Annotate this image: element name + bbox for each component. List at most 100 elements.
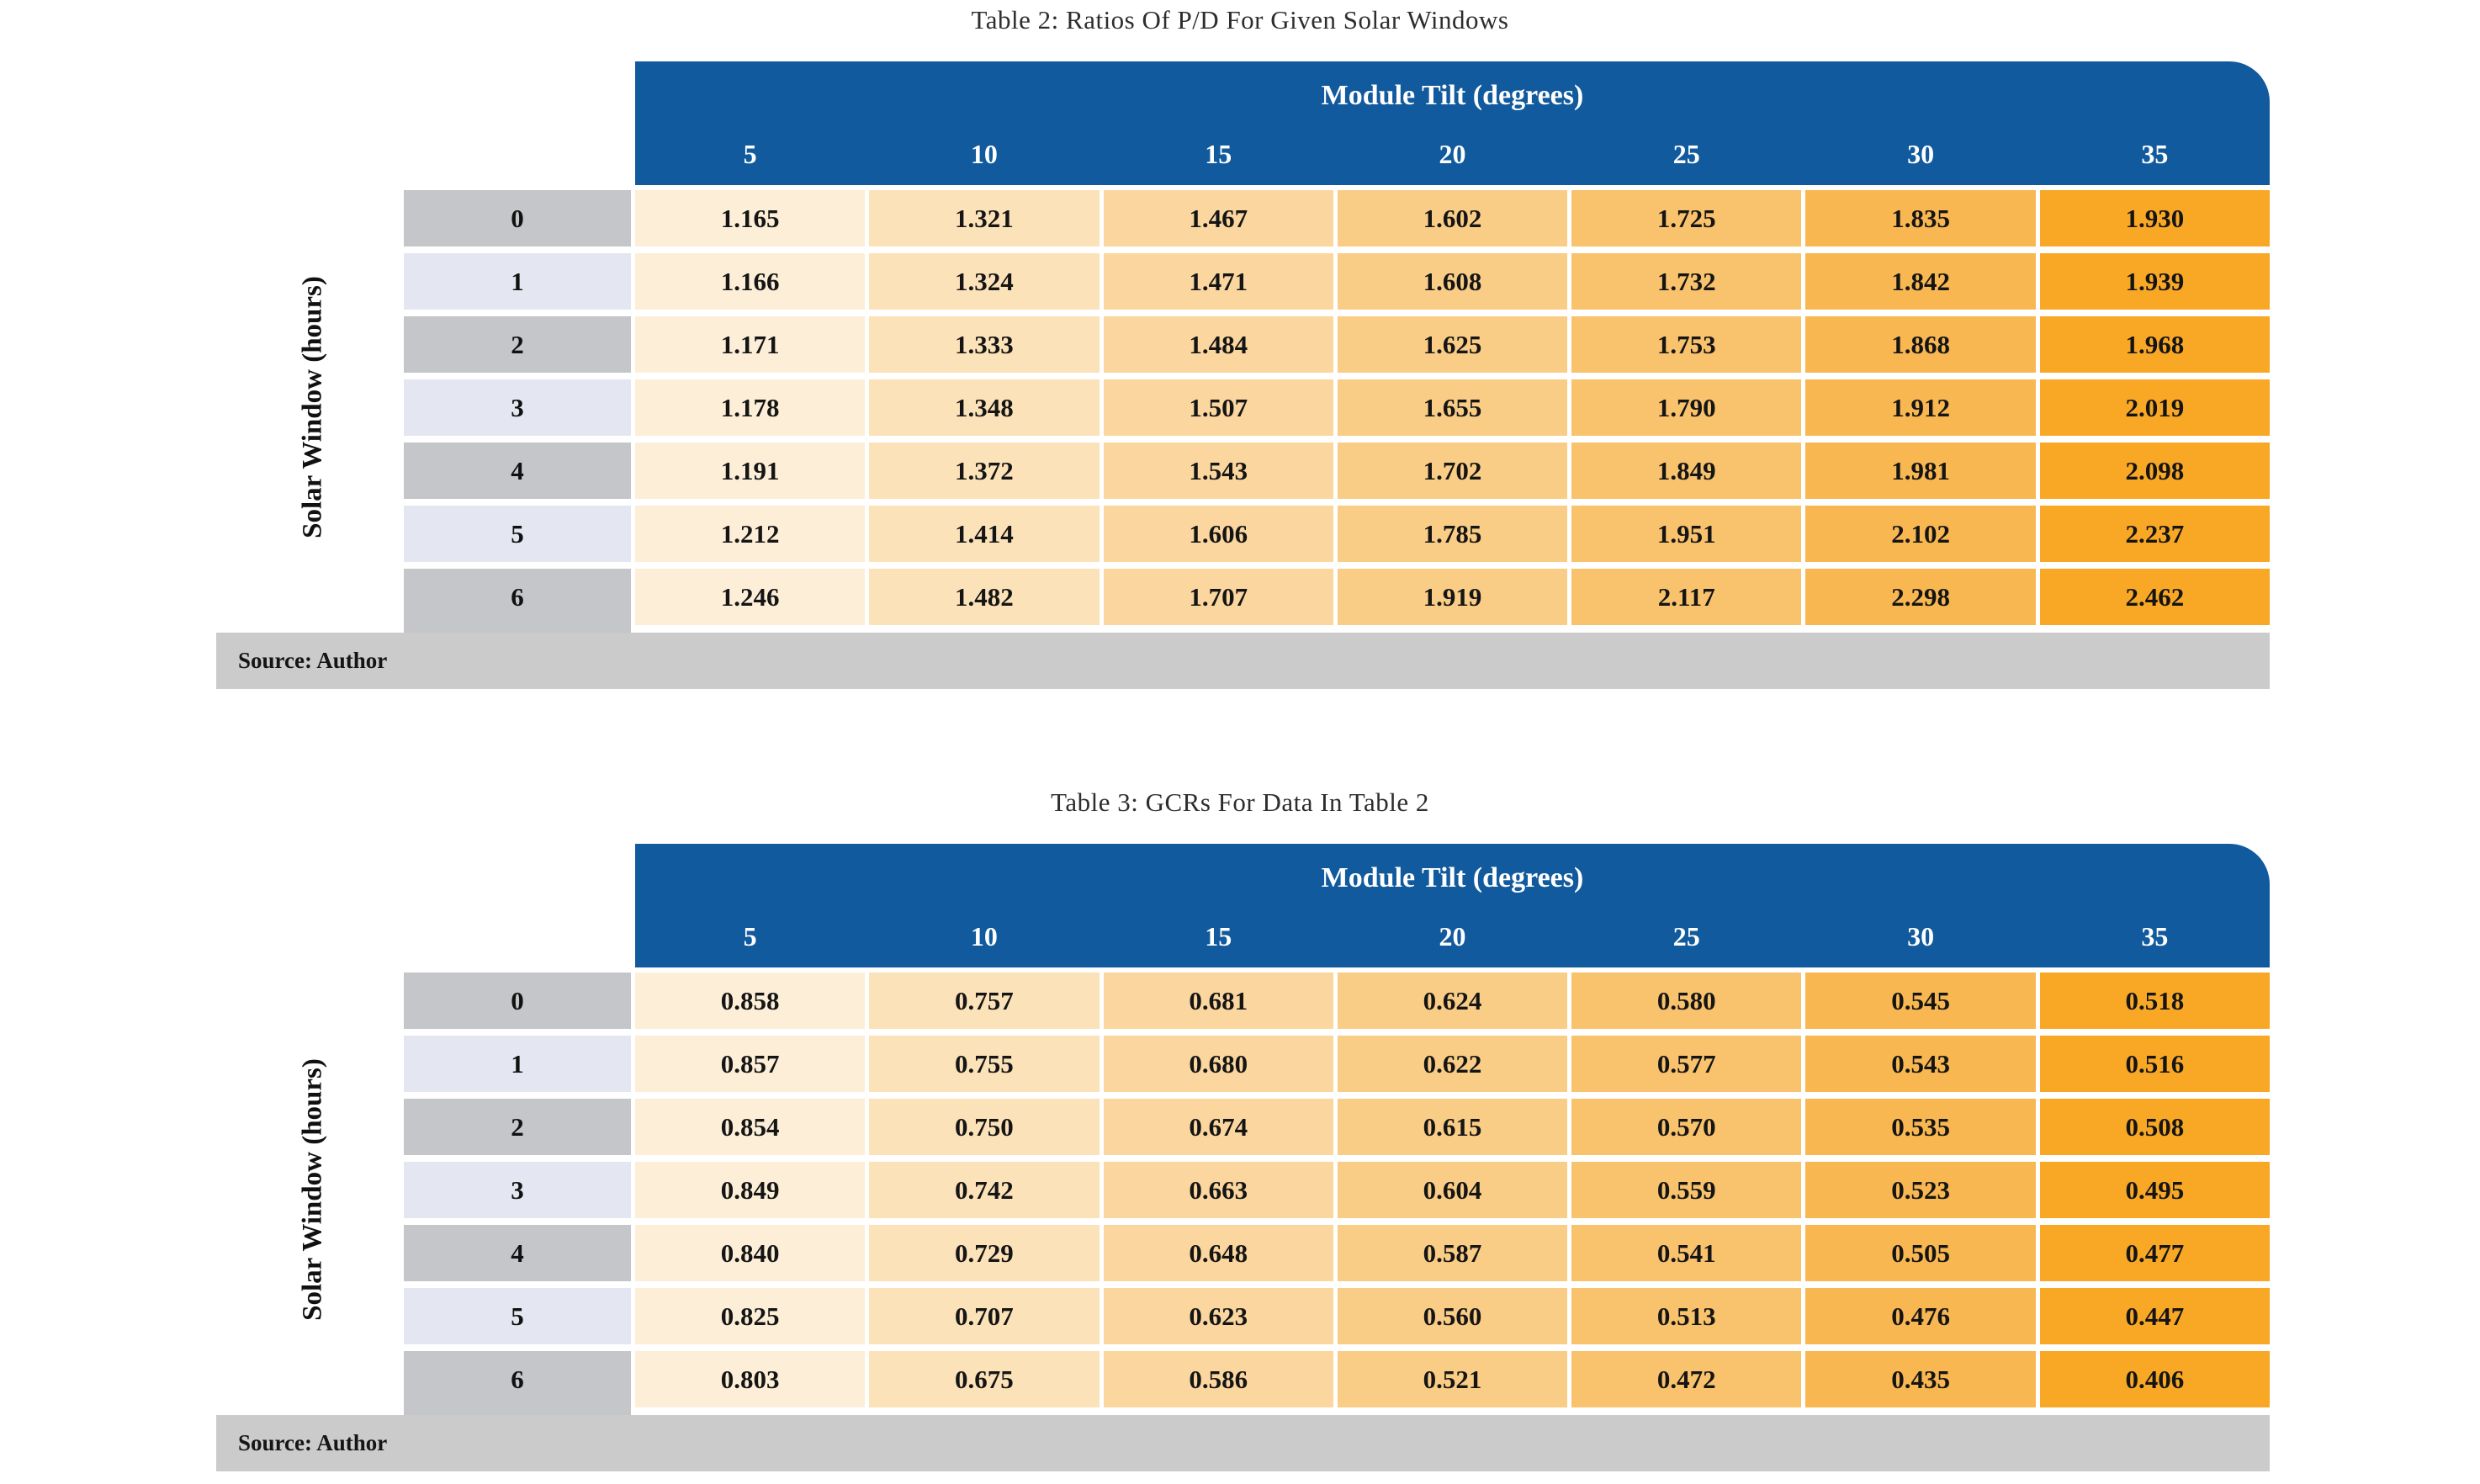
column-header-cell: 15 [1205,138,1232,169]
data-cell: 1.606 [1103,506,1333,562]
data-cell: 1.655 [1337,379,1568,436]
data-cell: 0.587 [1337,1225,1568,1281]
data-cell: 0.521 [1337,1351,1568,1407]
data-cell: 0.545 [1805,973,2036,1029]
data-cell: 1.321 [869,190,1100,246]
data-cell: 0.803 [635,1351,866,1407]
data-cell: 2.098 [2039,443,2270,499]
column-header-cell: 30 [1907,920,1935,951]
data-cell: 1.484 [1103,316,1333,373]
data-cell: 0.535 [1805,1099,2036,1155]
data-cell: 1.725 [1571,190,1802,246]
row-header-cell: 6 [404,569,631,633]
data-cell: 1.707 [1103,569,1333,625]
module-tilt-label: Module Tilt (degrees) [1321,80,1584,111]
data-cell: 1.166 [635,253,866,310]
data-cell: 0.406 [2039,1351,2270,1407]
data-cell: 1.912 [1805,379,2036,436]
column-group-header: Module Tilt (degrees) 5 10 15 20 25 30 35 [635,844,2270,967]
data-cell: 1.702 [1337,443,1568,499]
data-cell: 0.674 [1103,1099,1333,1155]
data-cell: 0.707 [869,1288,1100,1344]
solar-window-axis-label: Solar Window (hours) [297,1058,328,1321]
row-header-cell: 4 [404,443,631,499]
data-cell: 0.577 [1571,1036,1802,1092]
data-cell: 1.868 [1805,316,2036,373]
data-cell: 1.165 [635,190,866,246]
data-cell: 1.467 [1103,190,1333,246]
data-cell: 0.663 [1103,1162,1333,1218]
row-headers: 0 1 2 3 4 5 6 [404,190,631,633]
row-header-cell: 1 [404,1036,631,1092]
data-cell: 1.951 [1571,506,1802,562]
row-header-cell: 3 [404,1162,631,1218]
source-bar: Source: Author [216,1415,2270,1471]
row-header-cell: 6 [404,1351,631,1415]
data-cell: 0.623 [1103,1288,1333,1344]
data-cell: 1.919 [1337,569,1568,625]
data-cell: 0.858 [635,973,866,1029]
module-tilt-label: Module Tilt (degrees) [1321,862,1584,893]
data-cell: 1.849 [1571,443,1802,499]
data-cell: 0.742 [869,1162,1100,1218]
data-cell: 0.681 [1103,973,1333,1029]
column-header-cell: 20 [1439,920,1466,951]
data-cell: 0.447 [2039,1288,2270,1344]
data-cell: 2.117 [1571,569,1802,625]
data-cell: 1.835 [1805,190,2036,246]
source-bar: Source: Author [216,633,2270,689]
table-title: Table 2: Ratios Of P/D For Given Solar W… [971,5,1509,34]
data-cell: 1.414 [869,506,1100,562]
data-cell: 0.680 [1103,1036,1333,1092]
data-cell: 2.298 [1805,569,2036,625]
data-cell: 0.675 [869,1351,1100,1407]
row-headers: 0 1 2 3 4 5 6 [404,973,631,1415]
column-header-cell: 30 [1907,138,1935,169]
data-cell: 0.476 [1805,1288,2036,1344]
row-header-cell: 1 [404,253,631,310]
data-cell: 1.842 [1805,253,2036,310]
data-cell: 1.939 [2039,253,2270,310]
data-cell: 1.471 [1103,253,1333,310]
data-cell: 1.348 [869,379,1100,436]
data-cell: 0.586 [1103,1351,1333,1407]
data-cell: 1.372 [869,443,1100,499]
row-header-cell: 5 [404,1288,631,1344]
data-cell: 0.580 [1571,973,1802,1029]
data-cell: 0.513 [1571,1288,1802,1344]
data-cell: 1.785 [1337,506,1568,562]
data-cell: 0.472 [1571,1351,1802,1407]
data-cell: 0.755 [869,1036,1100,1092]
column-header-cell: 35 [2141,138,2169,169]
data-cell: 1.968 [2039,316,2270,373]
data-cell: 0.541 [1571,1225,1802,1281]
data-cell: 2.237 [2039,506,2270,562]
data-cell: 0.543 [1805,1036,2036,1092]
data-cell: 2.102 [1805,506,2036,562]
column-header-cell: 10 [970,138,998,169]
data-cell: 2.462 [2039,569,2270,625]
row-header-cell: 2 [404,316,631,373]
column-headers: 5 10 15 20 25 30 35 [635,910,2270,962]
row-header-cell: 0 [404,973,631,1029]
data-cell: 0.505 [1805,1225,2036,1281]
data-cell: 0.516 [2039,1036,2270,1092]
data-cell: 0.750 [869,1099,1100,1155]
data-cell: 1.191 [635,443,866,499]
data-grid: 1.165 1.321 1.467 1.602 1.725 1.835 1.930 1.166… [635,190,2270,625]
data-cell: 1.981 [1805,443,2036,499]
column-header-cell: 10 [970,920,998,951]
data-cell: 0.854 [635,1099,866,1155]
data-cell: 1.171 [635,316,866,373]
data-cell: 0.757 [869,973,1100,1029]
data-cell: 0.624 [1337,973,1568,1029]
data-grid: 0.858 0.757 0.681 0.624 0.580 0.545 0.518 0.857… [635,973,2270,1407]
table2-figure: Table 2: Ratios Of P/D For Given Solar W… [0,0,2480,692]
data-cell: 0.622 [1337,1036,1568,1092]
row-header-cell: 5 [404,506,631,562]
data-cell: 1.608 [1337,253,1568,310]
data-cell: 0.729 [869,1225,1100,1281]
data-cell: 0.523 [1805,1162,2036,1218]
table-title: Table 3: GCRs For Data In Table 2 [1051,787,1429,817]
